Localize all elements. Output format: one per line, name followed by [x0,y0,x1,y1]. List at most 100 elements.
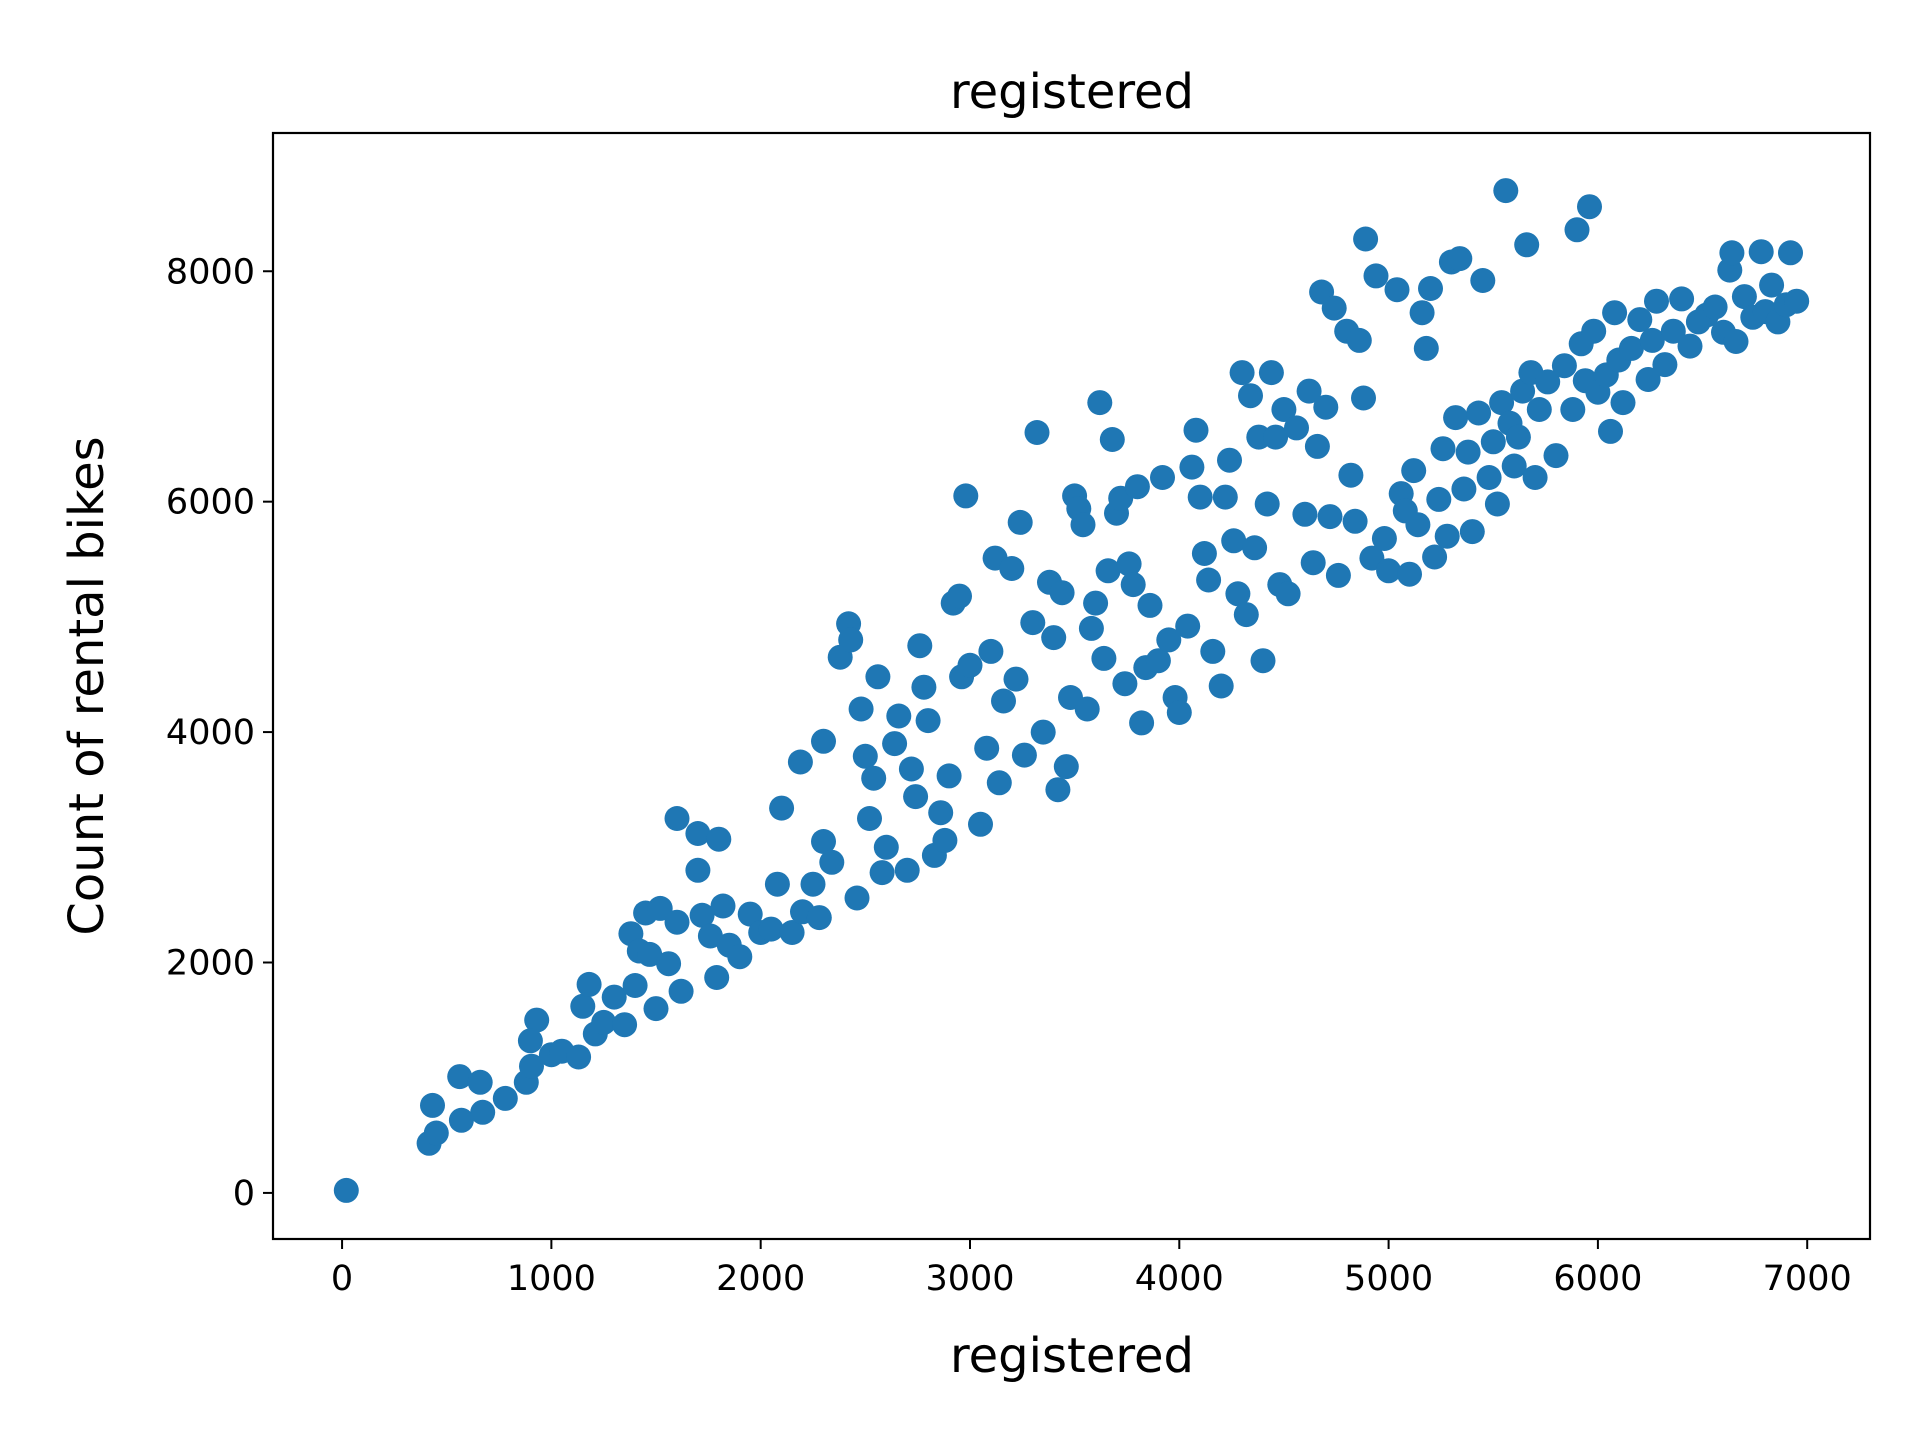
x-axis-label: registered [950,1328,1194,1384]
data-point [838,627,864,653]
x-tick-label: 1000 [507,1259,596,1299]
data-point [1124,474,1150,500]
data-point [519,1053,544,1079]
data-point [1112,671,1138,697]
data-point [1250,648,1276,674]
data-point [423,1120,449,1146]
data-point [1677,333,1703,359]
data-point [1731,284,1757,310]
data-point [570,993,596,1019]
data-point [470,1099,496,1125]
data-point [1627,307,1653,333]
data-point [1426,486,1452,512]
data-point [1221,528,1247,554]
data-point [1784,288,1810,314]
data-point [1480,429,1506,455]
data-point [1455,439,1481,465]
x-tick-label: 7000 [1763,1259,1852,1299]
data-point [517,1028,543,1054]
data-point [857,806,882,831]
data-point [1258,360,1284,386]
data-point [1397,561,1422,587]
data-point [769,795,795,821]
data-point [1116,551,1142,577]
data-point [1342,508,1368,534]
data-point [1669,286,1695,312]
data-point [566,1044,592,1070]
data-point [1430,436,1456,462]
data-point [1024,420,1050,445]
data-point [915,708,941,734]
data-point [848,696,874,722]
y-axis-label: Count of rental bikes [59,436,115,935]
data-point [1505,424,1531,450]
data-point [1639,327,1665,353]
data-point [779,920,805,945]
data-point [737,901,763,927]
data-point [1759,272,1785,298]
data-point [1702,294,1728,320]
plot-area-frame [271,131,1872,1241]
data-point [1610,390,1636,416]
data-point [1229,360,1255,386]
data-point [1254,491,1280,517]
data-point [1564,217,1590,243]
data-point [637,941,663,967]
data-point [689,902,715,928]
data-point [1145,648,1171,674]
data-point [1212,484,1238,510]
data-point [1030,719,1056,745]
data-point [894,857,920,883]
chart-title: registered [950,64,1194,120]
data-point [685,821,711,846]
data-point [1723,329,1749,354]
data-point [1070,512,1096,538]
data-point [1271,397,1297,422]
data-point [612,1012,638,1038]
data-point [1313,394,1339,420]
y-tick-label: 6000 [166,483,255,523]
data-point [978,638,1004,664]
data-point [861,765,887,791]
data-point [903,784,929,810]
data-point [869,860,895,886]
data-point [1635,367,1661,392]
data-point [1484,491,1510,517]
data-point [811,829,836,854]
data-point [1466,400,1492,426]
data-point [1353,226,1379,252]
data-point [1217,447,1242,473]
y-tick-label: 0 [233,1174,255,1214]
data-point [1644,288,1669,314]
data-point [844,885,870,911]
data-point [1514,232,1540,258]
y-tick-label: 2000 [166,944,255,984]
data-point [1618,335,1644,361]
data-point [1166,700,1192,725]
data-point [1384,277,1410,303]
data-point [1095,558,1121,584]
data-point [1275,581,1301,607]
data-point [1003,666,1029,692]
data-point [936,763,962,789]
data-point [1581,318,1607,344]
data-point [622,973,648,998]
data-point [1129,710,1155,736]
data-point [420,1092,445,1118]
data-point [907,633,933,659]
data-point [1551,353,1577,379]
data-point [1526,397,1552,422]
data-point [1401,458,1427,484]
data-point [1346,327,1372,353]
data-point [1049,580,1075,606]
data-point [974,735,1000,761]
data-point [1078,615,1104,641]
data-point [576,971,602,997]
data-point [1443,405,1469,431]
data-point [758,916,784,942]
data-point [1560,397,1586,422]
x-axis-ticks: 0 1000 2000 3000 4000 5000 6000 7000 [331,1239,1852,1299]
data-point [1413,335,1439,361]
data-point [1233,602,1259,628]
